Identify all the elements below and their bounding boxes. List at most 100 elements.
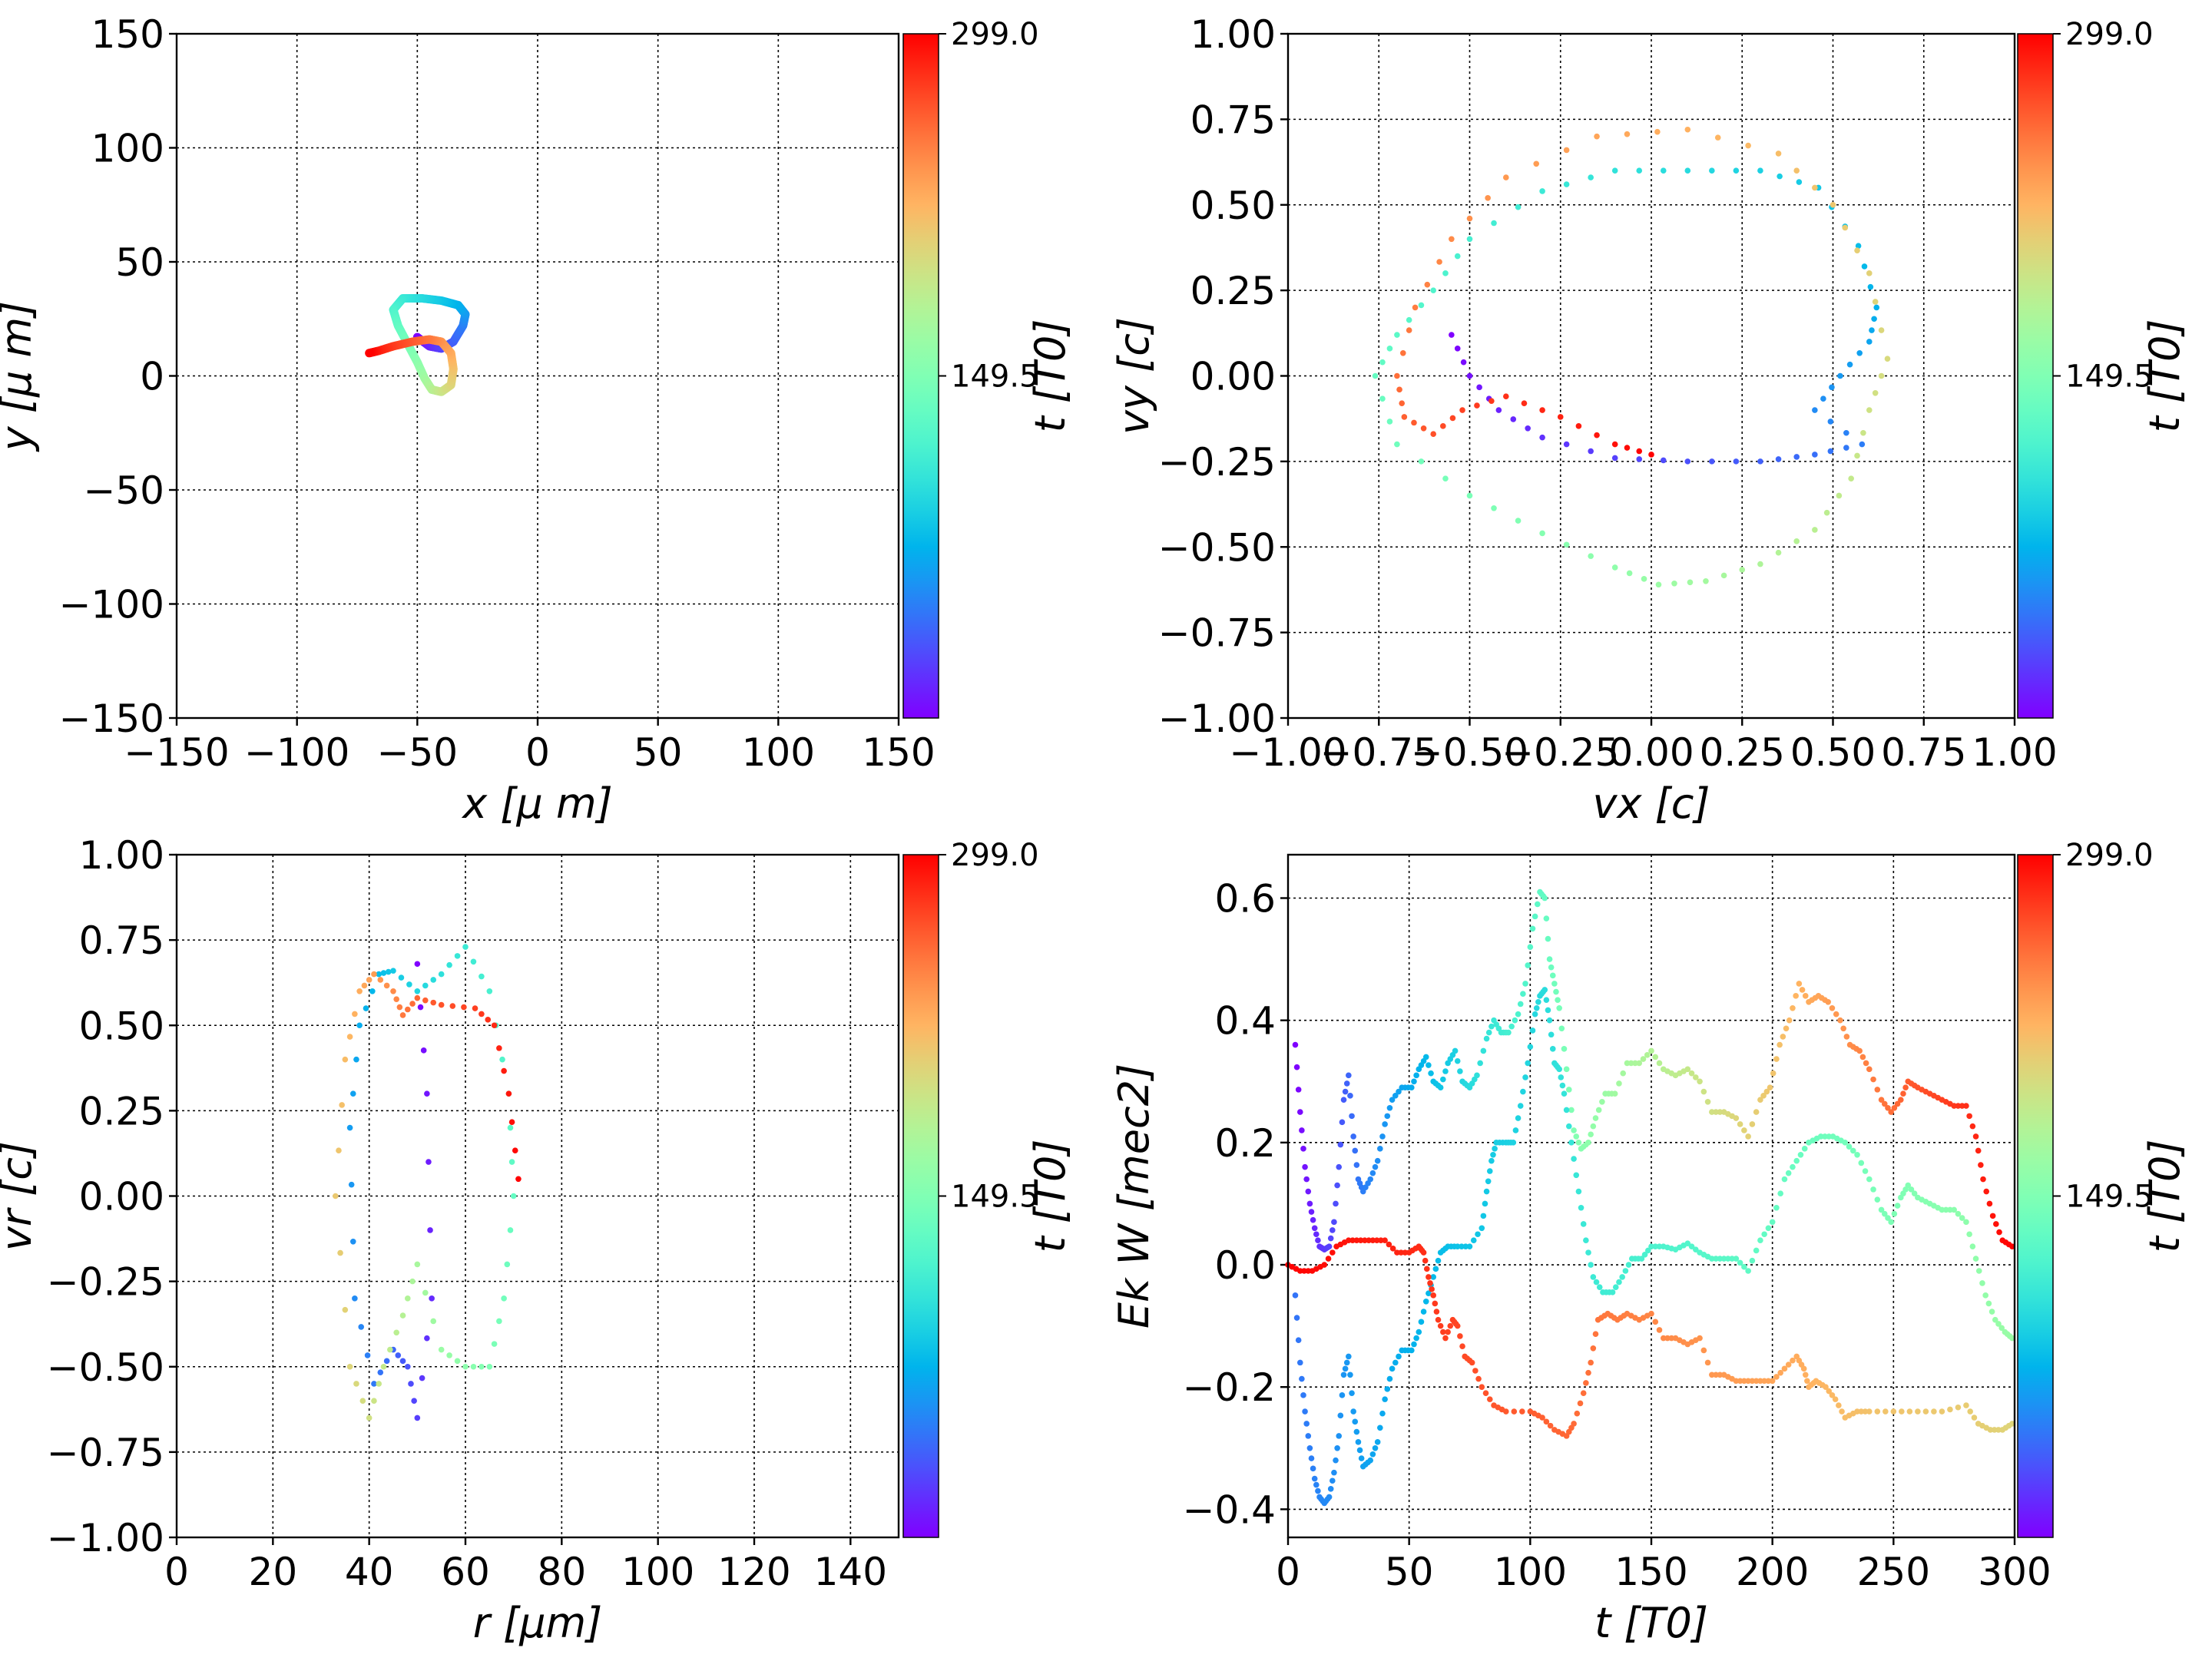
y-tick-label: −0.25: [47, 1260, 164, 1305]
data-point: [1588, 1131, 1594, 1138]
data-point: [1793, 454, 1800, 460]
data-point: [1939, 1408, 1945, 1415]
data-point: [1884, 356, 1891, 362]
data-point: [1777, 173, 1783, 180]
data-point: [1512, 1127, 1519, 1133]
data-point: [501, 1067, 507, 1074]
data-point: [1963, 1402, 1969, 1408]
data-point: [1459, 407, 1465, 413]
data-point: [1922, 1408, 1929, 1415]
data-point: [1902, 1084, 1909, 1091]
data-point: [1379, 1133, 1386, 1140]
colorbar-mid-label: 149.5: [951, 359, 1039, 395]
data-point: [1565, 1087, 1572, 1093]
data-point: [1983, 1188, 1990, 1195]
data-point: [1580, 1390, 1587, 1396]
data-point: [1503, 393, 1509, 400]
data-point: [486, 988, 493, 994]
data-point: [1812, 527, 1818, 533]
data-point: [1306, 1445, 1313, 1451]
data-point: [1625, 1262, 1632, 1268]
y-tick-label: −0.50: [1158, 525, 1276, 570]
data-point: [1785, 1362, 1792, 1368]
data-point: [1854, 1151, 1860, 1158]
data-point: [1321, 1262, 1328, 1268]
y-tick-label: 0.25: [1190, 269, 1276, 313]
data-point: [1704, 1099, 1711, 1105]
data-point: [1563, 1107, 1570, 1113]
data-point: [454, 953, 461, 959]
data-point: [1775, 151, 1782, 157]
x-tick-label: 200: [1736, 1550, 1809, 1594]
data-point: [1859, 1054, 1866, 1061]
y-tick-label: −150: [59, 697, 164, 741]
data-point: [414, 961, 421, 968]
data-point: [1626, 570, 1633, 577]
data-point: [1616, 1279, 1622, 1286]
data-point: [1386, 419, 1393, 425]
x-tick-label: 120: [717, 1550, 790, 1594]
data-point: [1326, 1494, 1333, 1501]
data-point: [1836, 492, 1843, 499]
data-point: [1488, 398, 1495, 404]
data-point: [1790, 1163, 1796, 1170]
data-point: [1793, 538, 1800, 544]
data-point: [1801, 1146, 1808, 1152]
data-point: [1352, 1147, 1359, 1154]
data-point: [1652, 1243, 1659, 1249]
data-point: [1592, 1115, 1599, 1121]
data-point: [508, 1119, 515, 1125]
data-point: [366, 1415, 373, 1421]
series-2: [1292, 987, 2015, 1507]
data-point: [1775, 456, 1782, 462]
y-tick-label: −100: [59, 583, 164, 627]
data-point: [1871, 316, 1877, 323]
series-1: [365, 294, 470, 396]
colorbar-label: t [T0]: [1026, 1140, 1075, 1253]
data-point: [1296, 1359, 1303, 1366]
data-point: [1539, 188, 1545, 194]
data-point: [1336, 1433, 1343, 1439]
data-point: [1848, 475, 1854, 481]
data-point: [1812, 184, 1818, 191]
y-tick-label: 0.00: [79, 1175, 164, 1219]
data-point: [1619, 1274, 1625, 1280]
data-point: [1644, 1051, 1651, 1058]
data-point: [1426, 1062, 1432, 1068]
data-point: [1709, 1256, 1715, 1262]
data-point: [359, 1398, 366, 1404]
data-point: [1480, 1213, 1487, 1219]
data-point: [1378, 1237, 1384, 1244]
colorbar-gradient: [2017, 33, 2054, 719]
data-point: [377, 1369, 384, 1375]
colorbar-mid-label: 149.5: [2065, 359, 2154, 395]
data-point: [1389, 1097, 1396, 1103]
data-point: [1475, 1375, 1482, 1382]
data-point: [1482, 1200, 1488, 1207]
data-point: [1339, 1392, 1346, 1398]
data-point: [1967, 1408, 1973, 1415]
data-point: [1777, 1190, 1783, 1196]
data-point: [1585, 1140, 1591, 1146]
data-point: [1447, 1322, 1454, 1329]
data-point: [1521, 400, 1528, 406]
data-point: [1753, 1247, 1760, 1254]
data-point: [1790, 1004, 1796, 1011]
data-point: [1347, 1372, 1353, 1378]
data-point: [1449, 332, 1455, 338]
data-point: [1311, 1225, 1318, 1232]
data-point: [1430, 287, 1436, 293]
data-point: [1906, 1408, 1913, 1415]
data-point: [1611, 1090, 1618, 1097]
x-tick-label: 150: [1614, 1550, 1687, 1594]
data-point: [1520, 991, 1526, 997]
data-point: [1568, 1140, 1575, 1146]
data-point: [1546, 956, 1553, 962]
data-point: [393, 996, 399, 1002]
data-point: [1583, 1380, 1589, 1386]
data-point: [1573, 1172, 1580, 1179]
data-point: [1358, 1455, 1365, 1461]
data-point: [1769, 1378, 1776, 1385]
data-point: [478, 1011, 485, 1017]
data-point: [1422, 1257, 1429, 1264]
